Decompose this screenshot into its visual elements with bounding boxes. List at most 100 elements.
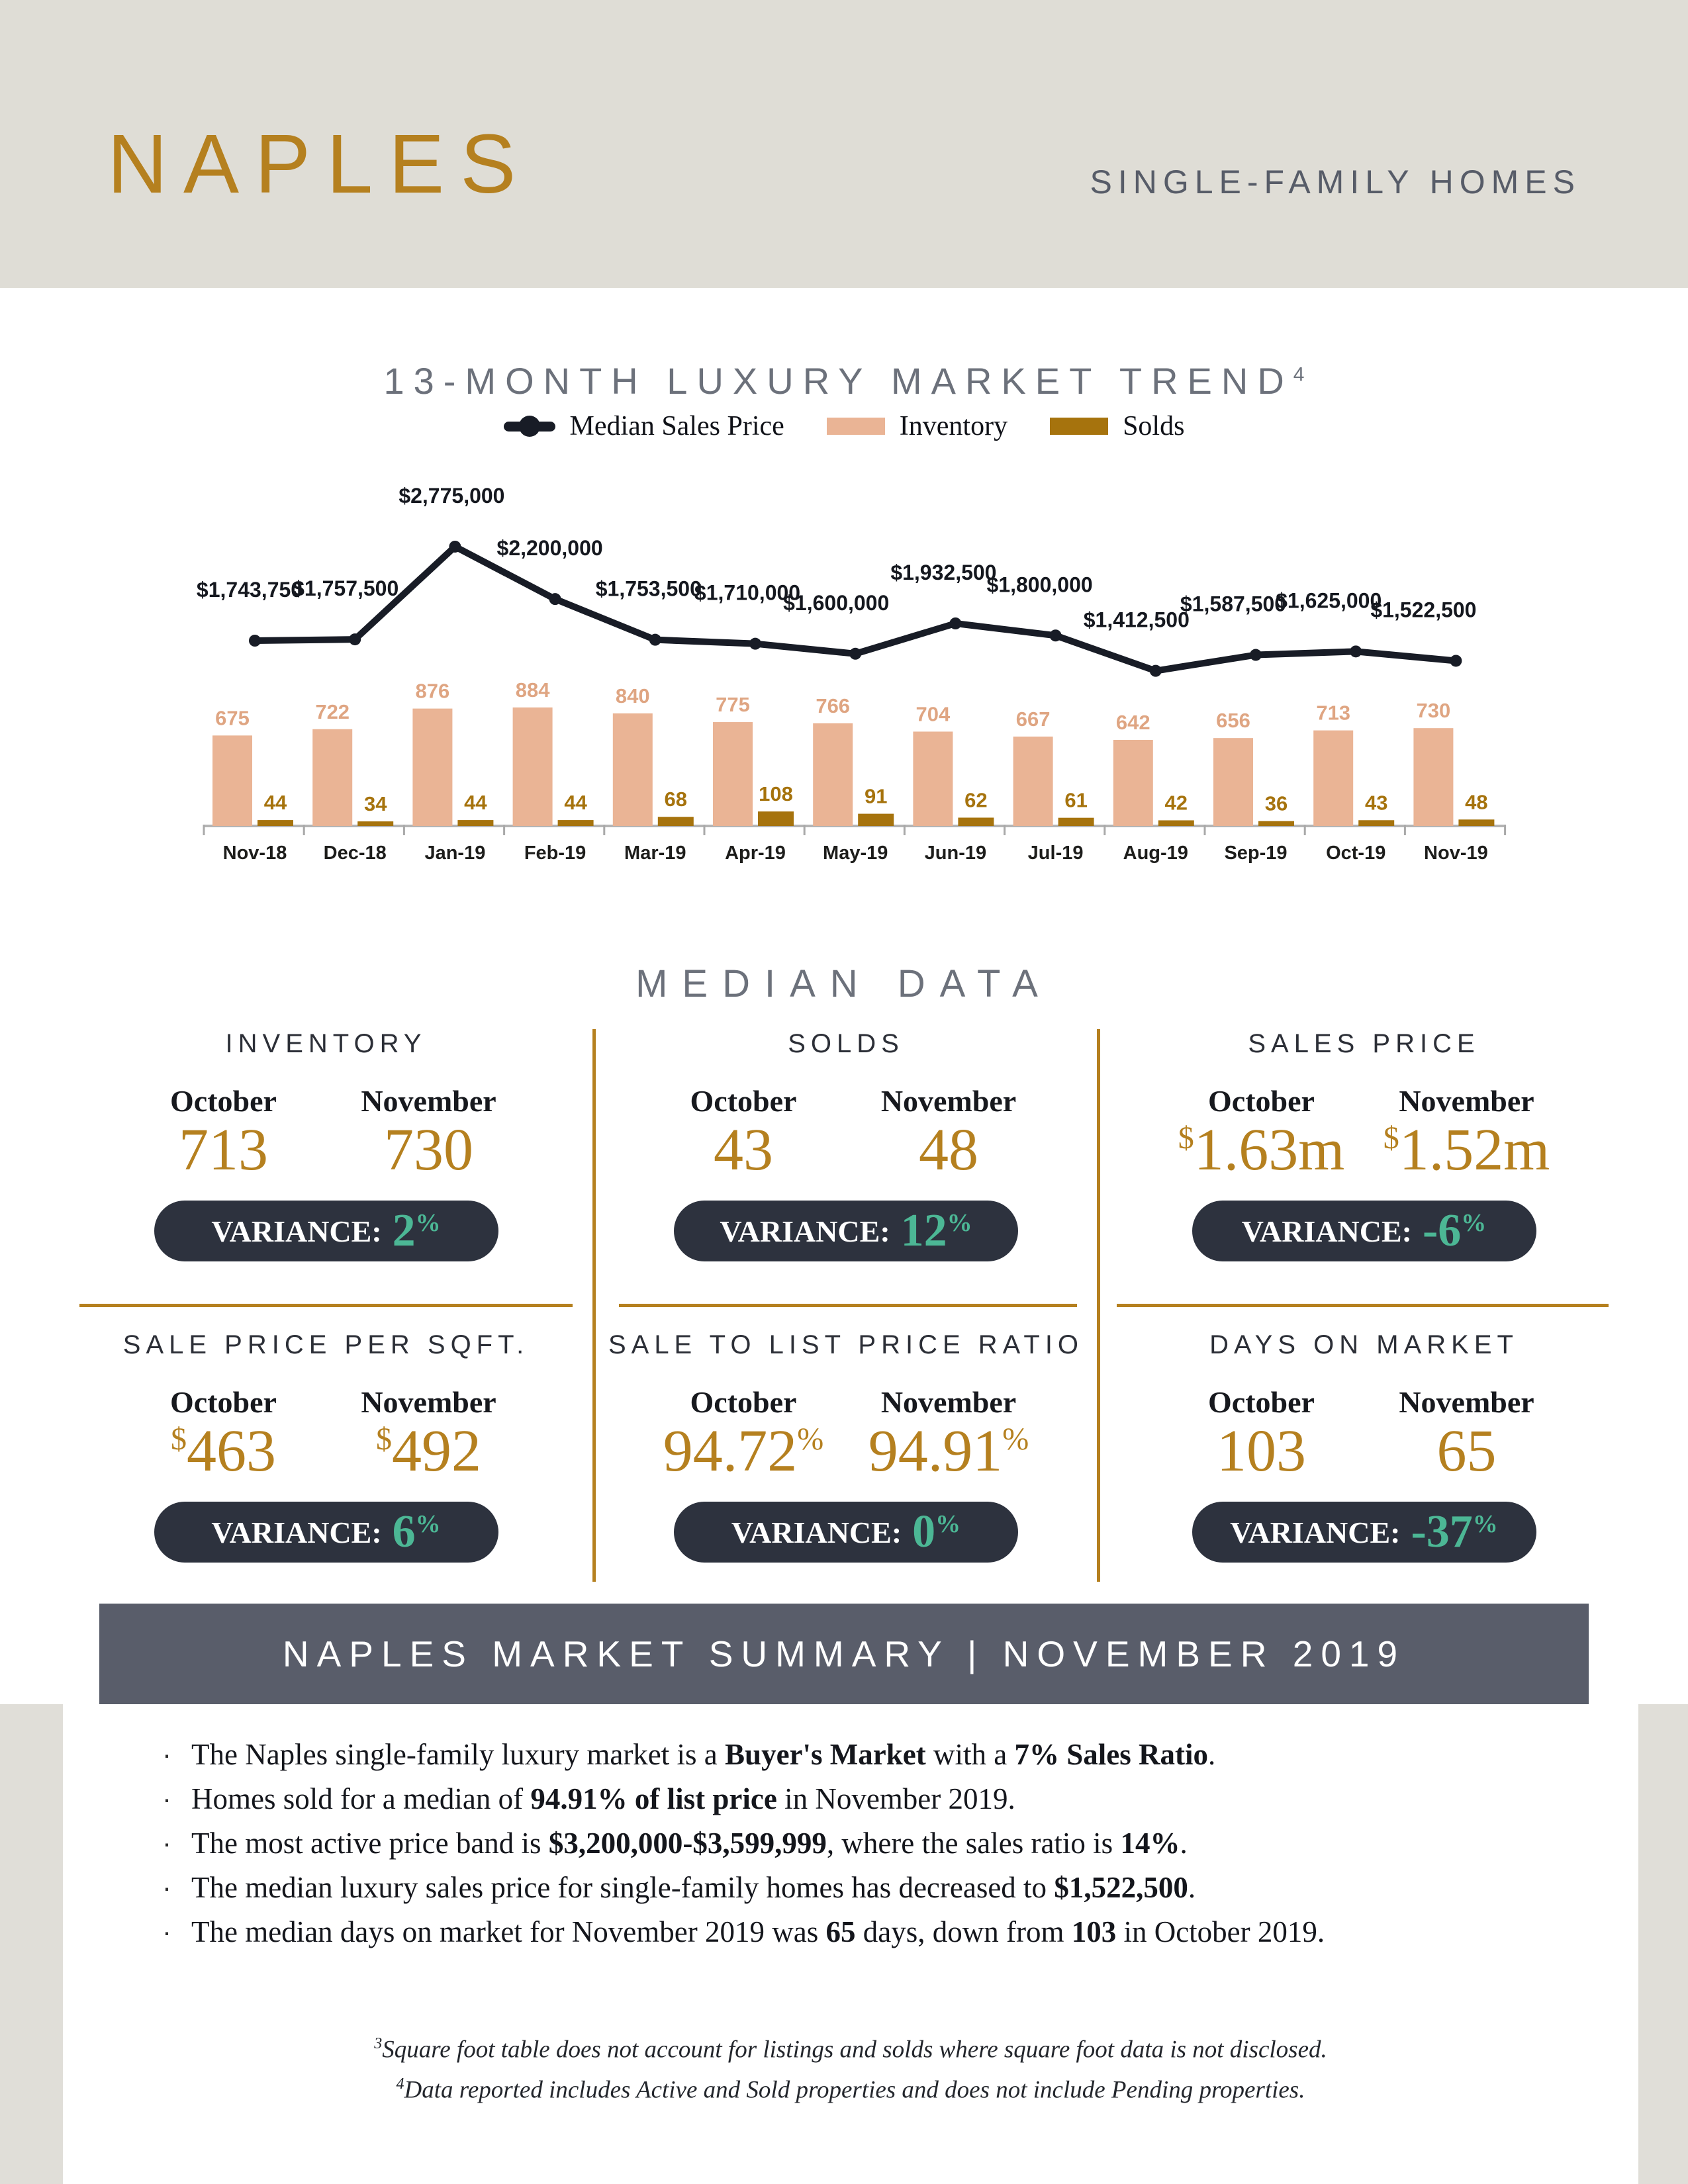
variance-percent-sign: % xyxy=(935,1510,961,1538)
variance-value: -37% xyxy=(1411,1506,1497,1559)
legend-item-inventory: Inventory xyxy=(826,410,1008,442)
november-label: November xyxy=(1399,1385,1534,1419)
inventory-bar xyxy=(813,723,853,826)
variance-number: 12 xyxy=(900,1205,947,1256)
month-labels: October November xyxy=(595,1083,1097,1118)
month-labels: October November xyxy=(595,1385,1097,1420)
line-point-marker xyxy=(1350,645,1362,658)
x-axis-label: May-19 xyxy=(823,842,888,864)
solds-bar-label: 62 xyxy=(964,788,987,811)
footnotes: 3Square foot table does not account for … xyxy=(63,2026,1638,2108)
panel-sales-price: SALES PRICE October November $1.63m $1.5… xyxy=(1100,1029,1628,1261)
inventory-bar-label: 775 xyxy=(716,693,750,716)
inventory-bar-label: 713 xyxy=(1316,702,1350,725)
inventory-swatch-icon xyxy=(826,418,885,435)
line-point-marker xyxy=(949,617,962,630)
solds-bar xyxy=(858,813,894,826)
solds-bar-label: 44 xyxy=(264,791,287,814)
value-sup-prefix: $ xyxy=(171,1422,187,1457)
line-point-marker xyxy=(1149,664,1162,677)
bullet-text: The most active price band is $3,200,000… xyxy=(191,1827,1188,1860)
solds-bar xyxy=(457,820,494,826)
footnote-marker: 4 xyxy=(396,2075,404,2093)
variance-label: VARIANCE: xyxy=(211,1214,382,1248)
footnote-text: Data reported includes Active and Sold p… xyxy=(404,2076,1305,2104)
x-axis-line xyxy=(204,825,1505,827)
price-point-label: $1,600,000 xyxy=(783,591,889,615)
inventory-bar xyxy=(1013,736,1053,826)
bullet-dot-icon: · xyxy=(162,1872,171,1903)
value-main: 48 xyxy=(919,1117,978,1183)
inventory-bar xyxy=(1413,728,1454,826)
axis-tick xyxy=(503,825,506,835)
price-point-label: $1,800,000 xyxy=(987,572,1093,596)
axis-tick xyxy=(1504,825,1507,835)
solds-bar-label: 44 xyxy=(564,791,587,814)
bullet-text: The Naples single-family luxury market i… xyxy=(191,1738,1216,1771)
horizontal-divider xyxy=(1117,1304,1609,1307)
bullet-dot-icon: · xyxy=(162,1916,171,1947)
axis-tick xyxy=(703,825,706,835)
panel-title: INVENTORY xyxy=(225,1029,427,1058)
x-axis-label: Mar-19 xyxy=(624,842,686,864)
value-main: 463 xyxy=(187,1418,276,1484)
panel-title: SOLDS xyxy=(788,1029,904,1058)
panel-sale-to-list-ratio: SALE TO LIST PRICE RATIO October Novembe… xyxy=(595,1330,1097,1563)
median-data-grid: INVENTORY October November 713 730 VARIA… xyxy=(60,1023,1628,1605)
solds-bar xyxy=(958,817,994,826)
inventory-bar xyxy=(713,722,753,826)
month-labels: October November xyxy=(60,1083,592,1118)
horizontal-divider xyxy=(79,1304,573,1307)
solds-bar-label: 61 xyxy=(1064,789,1087,812)
x-axis-label: Jul-19 xyxy=(1028,842,1084,864)
october-value: 713 xyxy=(121,1117,326,1193)
axis-tick xyxy=(1303,825,1306,835)
variance-badge: VARIANCE: -37% xyxy=(1192,1502,1536,1563)
variance-badge: VARIANCE: 0% xyxy=(674,1502,1018,1563)
inventory-bar-label: 884 xyxy=(516,678,550,702)
value-sup-prefix: $ xyxy=(376,1422,392,1457)
solds-bar xyxy=(657,817,694,826)
solds-bar-label: 108 xyxy=(759,782,793,805)
footnote: 3Square foot table does not account for … xyxy=(63,2026,1638,2067)
variance-number: 2 xyxy=(392,1205,416,1256)
variance-label: VARIANCE: xyxy=(720,1214,890,1248)
inventory-bar-label: 675 xyxy=(215,706,250,729)
variance-percent-sign: % xyxy=(415,1209,441,1237)
solds-bar xyxy=(258,820,293,826)
november-value: 65 xyxy=(1364,1418,1570,1494)
inventory-bar-label: 704 xyxy=(916,702,951,725)
october-label: October xyxy=(1208,1385,1315,1419)
value-main: 103 xyxy=(1217,1418,1306,1484)
month-values: $1.63m $1.52m xyxy=(1100,1117,1628,1193)
panel-inventory: INVENTORY October November 713 730 VARIA… xyxy=(60,1029,592,1261)
october-value: 43 xyxy=(641,1117,846,1193)
october-label: October xyxy=(170,1084,277,1118)
price-point-label: $1,753,500 xyxy=(596,577,702,601)
bullet-text: The median luxury sales price for single… xyxy=(191,1871,1196,1904)
november-value: 94.91% xyxy=(846,1418,1051,1494)
chart-title-text: 13-MONTH LUXURY MARKET TREND xyxy=(383,359,1293,402)
line-dot-marker-icon xyxy=(503,416,555,437)
october-value: $1.63m xyxy=(1159,1117,1364,1193)
solds-bar-label: 42 xyxy=(1165,791,1188,814)
solds-bar-label: 43 xyxy=(1365,791,1387,814)
axis-tick xyxy=(903,825,906,835)
month-labels: October November xyxy=(1100,1083,1628,1118)
solds-swatch-icon xyxy=(1050,418,1109,435)
median-data-title: MEDIAN DATA xyxy=(635,962,1053,1006)
footnote-marker: 3 xyxy=(374,2035,383,2052)
solds-bar xyxy=(1358,820,1395,826)
inventory-bar-label: 722 xyxy=(315,700,350,723)
summary-banner: NAPLES MARKET SUMMARY | NOVEMBER 2019 xyxy=(99,1604,1589,1704)
panel-sale-price-per-sqft: SALE PRICE PER SQFT. October November $4… xyxy=(60,1330,592,1563)
x-axis-label: Jan-19 xyxy=(424,842,485,864)
summary-bullet: · The median days on market for November … xyxy=(162,1911,1546,1956)
inventory-bar-label: 730 xyxy=(1417,699,1451,722)
inventory-bar xyxy=(412,708,453,826)
legend-item-median-sales-price: Median Sales Price xyxy=(503,410,784,442)
inventory-bar-label: 656 xyxy=(1216,709,1250,732)
value-sup-suffix: % xyxy=(1002,1422,1029,1457)
price-point-label: $1,625,000 xyxy=(1276,588,1382,612)
price-point-label: $2,775,000 xyxy=(399,484,504,508)
